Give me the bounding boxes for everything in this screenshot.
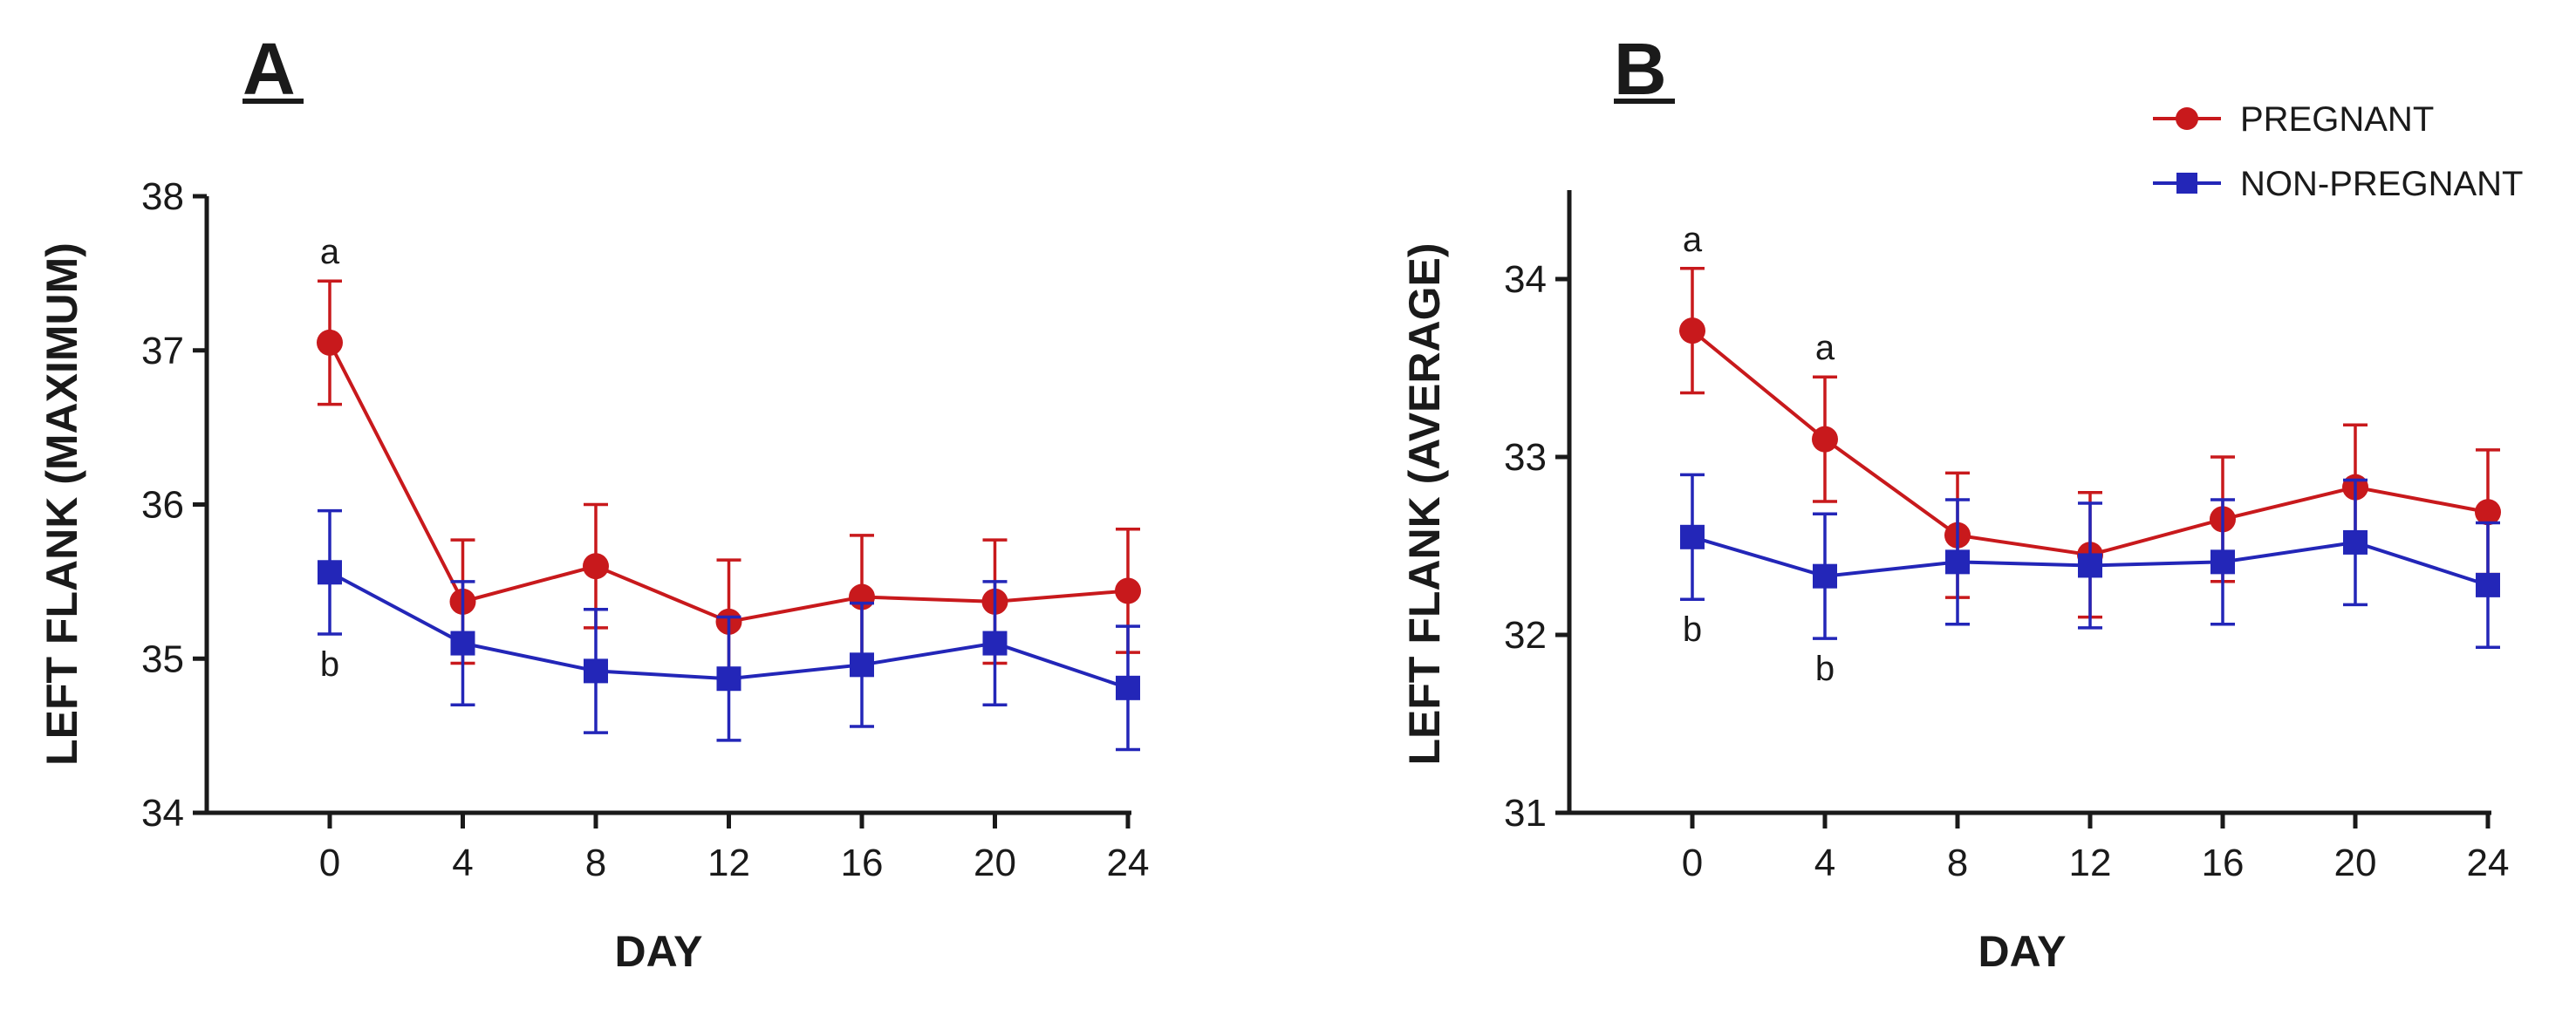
y-tick-label: 33 <box>1504 436 1547 479</box>
significance-letter: a <box>320 233 340 271</box>
data-point <box>1945 549 1970 575</box>
data-point <box>317 329 343 356</box>
data-point <box>1813 563 1837 589</box>
x-axis-title: DAY <box>1978 927 2067 976</box>
chart-panel-a: A 34 35 36 37 38 0 4 8 12 16 20 24 LEFT FLANK (MAXIMU… <box>38 28 1149 976</box>
data-point <box>850 652 874 678</box>
data-point <box>2343 529 2368 555</box>
y-tick-label: 35 <box>141 638 184 680</box>
data-point <box>1812 426 1838 453</box>
data-point <box>318 560 342 585</box>
y-tick-label: 34 <box>1504 258 1547 301</box>
x-tick-label: 12 <box>707 842 750 884</box>
data-point <box>2476 572 2500 597</box>
y-tick-label: 34 <box>141 792 184 835</box>
y-tick-label: 38 <box>141 175 184 218</box>
x-tick-label: 16 <box>841 842 884 884</box>
x-tick-label: 0 <box>1682 842 1703 884</box>
y-tick-label: 36 <box>141 484 184 527</box>
x-tick-label: 16 <box>2202 842 2245 884</box>
y-axis-title: LEFT FLANK (AVERAGE) <box>1400 242 1449 765</box>
x-tick-label: 24 <box>2467 842 2510 884</box>
data-point <box>2475 499 2501 526</box>
data-point <box>982 631 1008 656</box>
data-point <box>2210 549 2235 575</box>
x-tick-label: 20 <box>2334 842 2377 884</box>
y-tick-label: 31 <box>1504 792 1547 835</box>
legend-marker <box>2176 107 2198 130</box>
significance-letter: a <box>1815 329 1835 367</box>
x-tick-label: 0 <box>319 842 340 884</box>
x-tick-label: 20 <box>974 842 1016 884</box>
y-axis-title: LEFT FLANK (MAXIMUM) <box>38 242 86 766</box>
x-tick-label: 4 <box>1814 842 1835 884</box>
series-non-pregnant <box>1680 473 2500 650</box>
panel-letter: A <box>243 28 296 110</box>
legend-marker <box>2176 173 2197 194</box>
data-point <box>584 658 608 684</box>
data-point <box>450 631 475 656</box>
legend-label: PREGNANT <box>2240 100 2434 139</box>
panel-letter: B <box>1614 28 1667 110</box>
x-tick-label: 12 <box>2069 842 2112 884</box>
data-point <box>716 666 741 692</box>
significance-letter: a <box>1683 221 1703 259</box>
legend-label: NON-PREGNANT <box>2240 165 2523 203</box>
chart-panel-b: B 31 32 33 34 0 4 8 12 16 20 24 LEFT FLANK (AVERAGE)… <box>1400 28 2509 976</box>
data-point <box>1115 577 1141 604</box>
data-point <box>1680 524 1705 549</box>
x-tick-label: 8 <box>585 842 606 884</box>
x-tick-label: 8 <box>1947 842 1968 884</box>
x-axis-title: DAY <box>615 927 703 976</box>
legend: PREGNANT NON-PREGNANT <box>2153 100 2523 203</box>
series-non-pregnant <box>318 508 1140 752</box>
significance-letter: b <box>1683 610 1702 649</box>
x-tick-label: 4 <box>452 842 473 884</box>
data-point <box>1116 675 1140 700</box>
y-tick-label: 32 <box>1504 614 1547 657</box>
data-point <box>583 553 609 580</box>
data-point <box>2078 553 2102 578</box>
significance-letter: b <box>320 645 339 684</box>
y-tick-label: 37 <box>141 330 184 372</box>
x-tick-label: 24 <box>1107 842 1150 884</box>
significance-letter: b <box>1815 650 1835 688</box>
data-point <box>1679 317 1705 344</box>
